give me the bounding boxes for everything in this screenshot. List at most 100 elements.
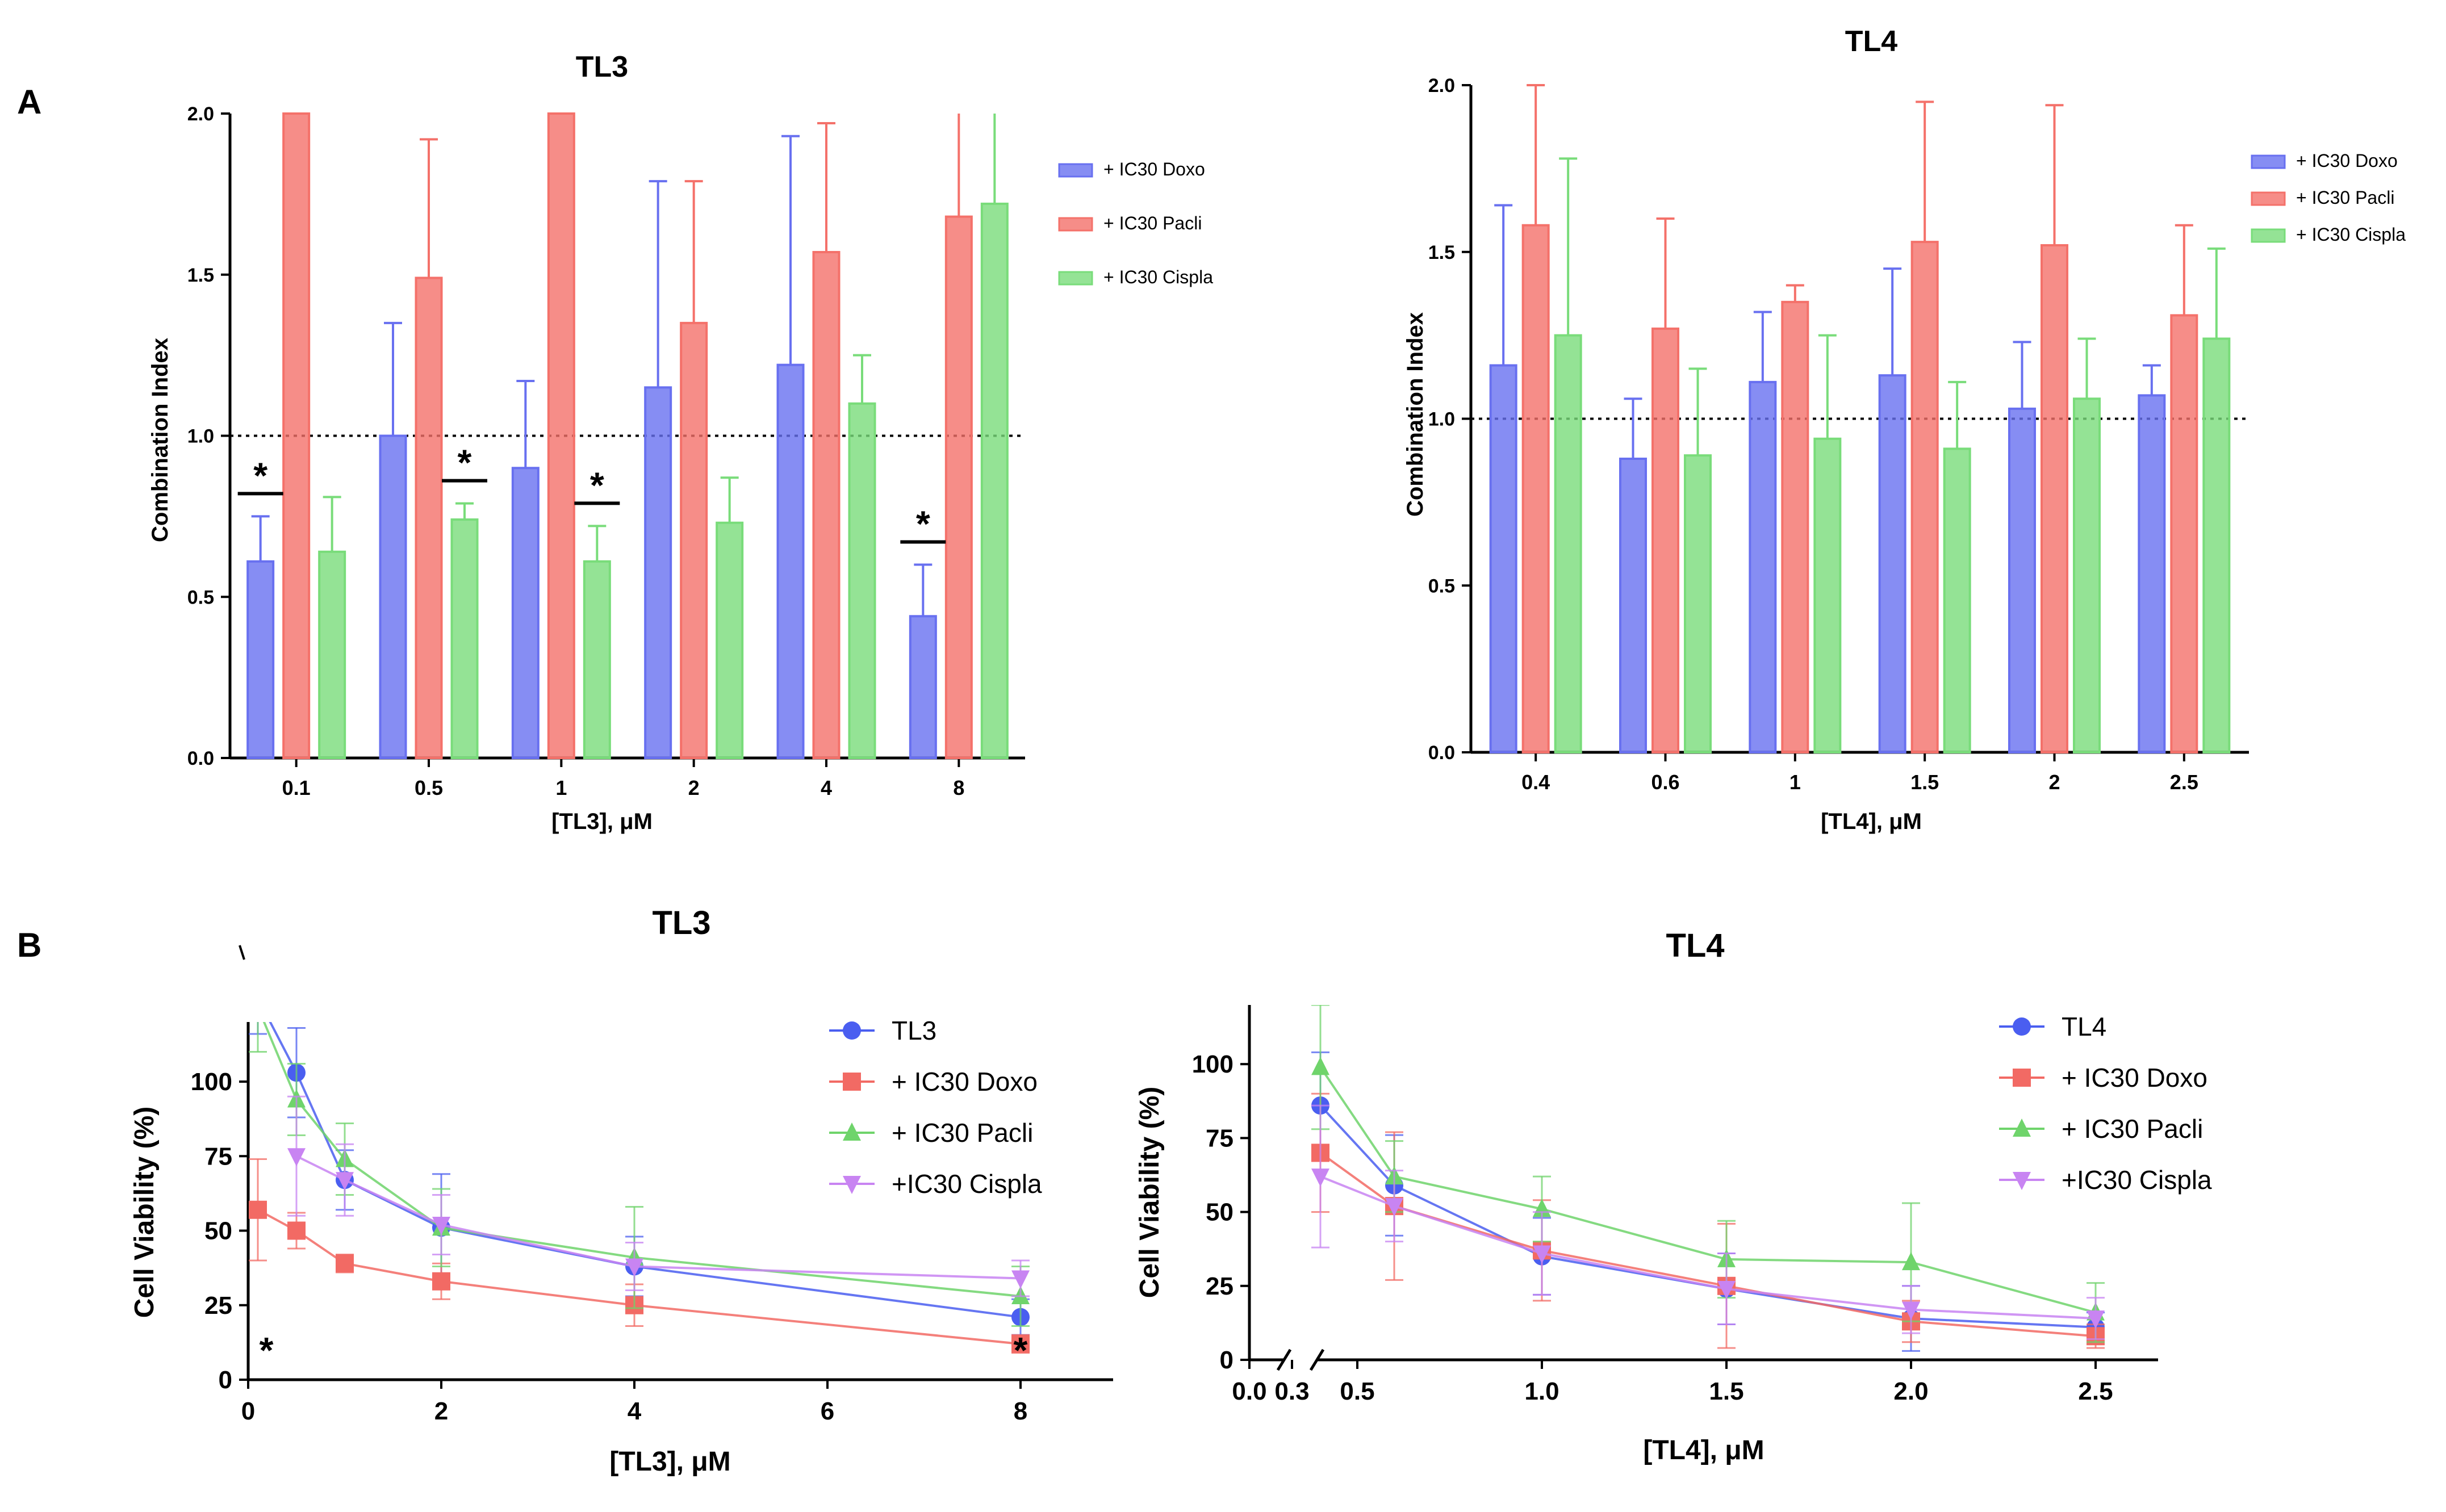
data-point: [432, 1217, 450, 1235]
y-tick-label: 50: [204, 1217, 232, 1245]
x-axis-title: [TL4], μM: [1643, 1435, 1764, 1465]
bar: [1910, 241, 1939, 753]
data-point: [249, 997, 267, 1015]
bar: [1878, 374, 1906, 753]
bar: [379, 434, 407, 759]
x-tick-label: 4: [821, 776, 832, 799]
plot-area: [1311, 1005, 2105, 1352]
data-point: [2013, 1119, 2031, 1137]
y-tick-label: 0: [219, 1366, 232, 1394]
x-tick-label: 0.0: [1232, 1377, 1266, 1405]
bar: [1489, 364, 1517, 753]
chart-tl3-combination-index: TL3 [TL3], μM Combination Index 0.0 0.5 1.…: [148, 51, 1213, 834]
x-tick-label: 1.5: [1910, 770, 1939, 794]
chart-title: TL4: [1845, 25, 1898, 58]
legend-label: + IC30 Doxo: [2296, 150, 2398, 171]
series-line: [1320, 1175, 2096, 1320]
y-tick-label: 0.0: [1428, 742, 1455, 764]
legend-swatch: [2251, 191, 2286, 206]
bar: [547, 112, 575, 759]
y-tick-label: 100: [1192, 1050, 1234, 1078]
bar: [1651, 327, 1679, 753]
bar: [2073, 397, 2101, 753]
bar: [318, 550, 346, 759]
legend-swatch: [1058, 163, 1093, 178]
x-tick-label: 0.4: [1521, 770, 1550, 794]
y-tick-label: 1.5: [187, 265, 214, 286]
data-point: [287, 1148, 306, 1167]
x-axis-title: [TL4], μM: [1821, 809, 1922, 834]
data-point: [2013, 1069, 2031, 1087]
bar: [450, 518, 479, 759]
data-point: [1385, 1198, 1403, 1217]
y-tick-label: 100: [191, 1068, 232, 1096]
bar: [511, 467, 540, 759]
y-tick-label: 1.5: [1428, 242, 1455, 263]
bar: [1521, 224, 1550, 753]
legend-label: + IC30 Cispla: [1103, 267, 1213, 287]
x-tick-label: 2.5: [2078, 1377, 2113, 1405]
series-line: [262, 1022, 1021, 1297]
legend-label: TL4: [2062, 1012, 2106, 1041]
bar: [246, 560, 275, 759]
x-tick-label: 8: [1014, 1397, 1027, 1425]
bar: [2170, 314, 2198, 753]
y-tick-label: 25: [1206, 1272, 1234, 1300]
data-point: [843, 1021, 861, 1040]
y-tick-label: 75: [204, 1142, 232, 1170]
data-point: [2013, 1017, 2031, 1036]
y-tick-label: 1.0: [187, 426, 214, 447]
legend-label: + IC30 Doxo: [2062, 1063, 2207, 1092]
bar: [2041, 244, 2068, 753]
x-tick-label: 0.3: [1274, 1377, 1309, 1405]
data-point: [843, 1123, 861, 1141]
bar: [944, 215, 973, 760]
significance-marker: *: [260, 1330, 274, 1371]
x-tick-label: 2.0: [1893, 1377, 1928, 1405]
bar: [848, 402, 876, 759]
data-point: [1717, 1281, 1736, 1299]
y-tick-label: 0.5: [187, 587, 214, 608]
bar: [2202, 337, 2231, 753]
series-tl4: [1311, 1051, 2105, 1352]
data-point: [1902, 1252, 1920, 1271]
series-line: [1319, 1066, 2096, 1314]
y-tick-label: 1.0: [1428, 409, 1455, 430]
legend-swatch: [2251, 228, 2286, 243]
y-axis-title: Cell Viability (%): [1135, 1087, 1165, 1299]
data-point: [249, 989, 267, 1007]
data-point: [1902, 1301, 1920, 1320]
chart-tl4-combination-index: TL4 [TL4], μM Combination Index 0.0 0.5 1.…: [1403, 25, 2406, 834]
data-point: [2013, 1172, 2031, 1190]
x-tick-label: 2.5: [2170, 770, 2198, 794]
data-point: [2087, 1310, 2105, 1329]
x-tick-label: 2: [2048, 770, 2060, 794]
x-tick-label: 1: [555, 776, 567, 799]
bar: [980, 202, 1009, 759]
bar: [776, 363, 805, 759]
data-point: [843, 1176, 861, 1194]
stray-mark: [239, 945, 245, 960]
bar: [1781, 300, 1809, 753]
data-point: [1311, 1057, 1329, 1075]
significance-marker: *: [458, 442, 472, 483]
series--ic30-cispla: [287, 1095, 1030, 1297]
data-point: [336, 1254, 354, 1273]
legend-swatch: [1058, 217, 1093, 232]
series--ic30-cispla: [1311, 1104, 2105, 1341]
y-tick-label: 2.0: [1428, 75, 1455, 97]
bar: [644, 386, 672, 759]
y-axis-title: Cell Viability (%): [129, 1107, 160, 1318]
legend-label: + IC30 Doxo: [1103, 159, 1205, 179]
bar: [583, 560, 611, 759]
chart-title: TL3: [576, 51, 628, 83]
panel-label-a: A: [17, 83, 41, 121]
y-tick-label: 50: [1206, 1199, 1234, 1226]
chart-title: TL3: [652, 904, 710, 941]
bar: [1684, 454, 1712, 753]
bar: [1554, 334, 1582, 753]
data-point: [1011, 1335, 1030, 1353]
bar: [680, 321, 708, 759]
x-tick-label: 0: [241, 1397, 255, 1425]
